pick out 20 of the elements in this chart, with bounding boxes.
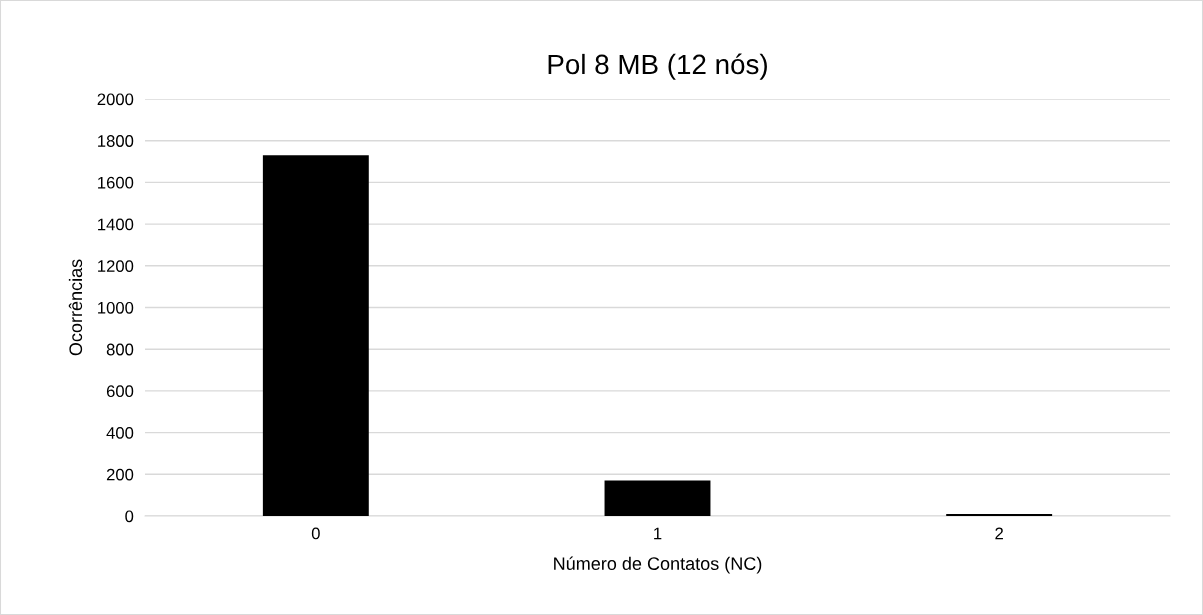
x-tick-label: 1 [654,527,662,540]
y-tick-label: 1400 [98,218,134,231]
y-tick-label: 600 [106,385,134,398]
y-tick-label: 2000 [97,93,134,106]
chart-title: Pol 8 MB (12 nós) [548,53,767,80]
y-tick-label: 1600 [98,176,134,189]
y-tick-label: 200 [106,468,134,481]
y-tick-label: 400 [106,427,134,439]
y-tick-label: 1800 [98,135,134,147]
y-tick-label: 1000 [98,301,134,314]
y-tick-label: 0 [125,510,134,523]
y-axis-title: Ocorrências [68,259,83,356]
y-tick-label: 1200 [98,260,134,272]
bar [946,513,1053,516]
y-tick-label: 800 [106,343,134,356]
bar [604,480,711,516]
x-tick-label: 2 [995,527,1003,540]
x-axis-title: Número de Contatos (NC) [554,556,762,574]
x-tick-label: 0 [311,527,320,540]
bar [262,155,369,516]
